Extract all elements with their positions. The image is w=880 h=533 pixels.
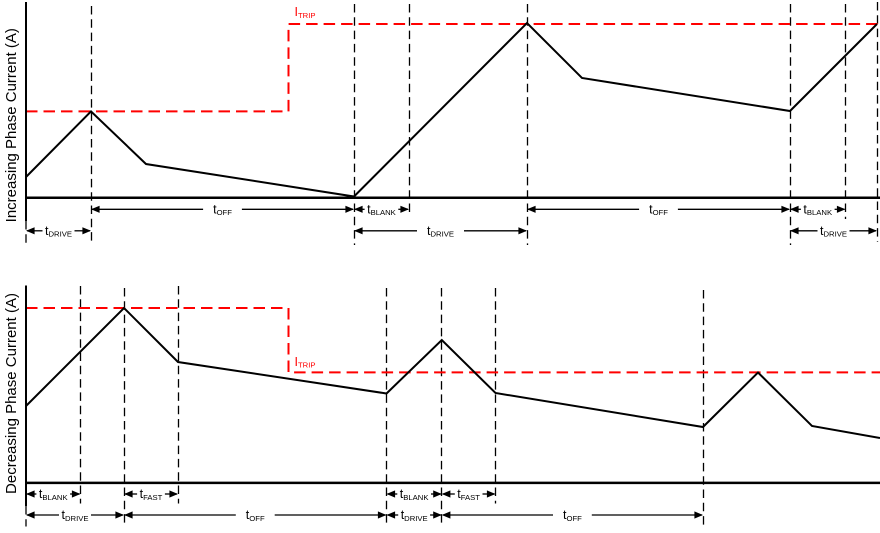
svg-text:Decreasing Phase Current (A): Decreasing Phase Current (A)	[3, 293, 20, 494]
svg-text:Increasing Phase Current (A): Increasing Phase Current (A)	[3, 28, 20, 222]
